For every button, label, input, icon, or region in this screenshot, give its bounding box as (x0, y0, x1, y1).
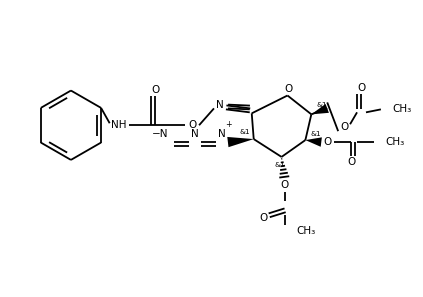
Text: N: N (218, 129, 226, 139)
Text: −N: −N (152, 129, 168, 139)
Text: O: O (323, 137, 331, 147)
Polygon shape (227, 137, 254, 147)
Text: O: O (284, 83, 293, 94)
Text: NH: NH (111, 120, 126, 130)
Polygon shape (305, 137, 322, 147)
Text: +: + (225, 120, 232, 129)
Text: &1: &1 (310, 131, 321, 137)
Text: CH₃: CH₃ (386, 137, 405, 147)
Text: O: O (347, 157, 355, 167)
Text: N: N (216, 100, 224, 110)
Text: O: O (280, 180, 288, 190)
Text: O: O (188, 120, 196, 130)
Text: &1: &1 (274, 162, 285, 168)
Text: O: O (340, 122, 348, 132)
Polygon shape (311, 104, 329, 114)
Text: N: N (191, 129, 199, 139)
Text: O: O (357, 83, 365, 93)
Text: O: O (260, 213, 268, 223)
Text: CH₃: CH₃ (393, 104, 412, 114)
Text: &1: &1 (239, 129, 250, 135)
Text: O: O (151, 85, 159, 94)
Text: &1: &1 (316, 102, 327, 108)
Text: CH₃: CH₃ (297, 226, 316, 236)
